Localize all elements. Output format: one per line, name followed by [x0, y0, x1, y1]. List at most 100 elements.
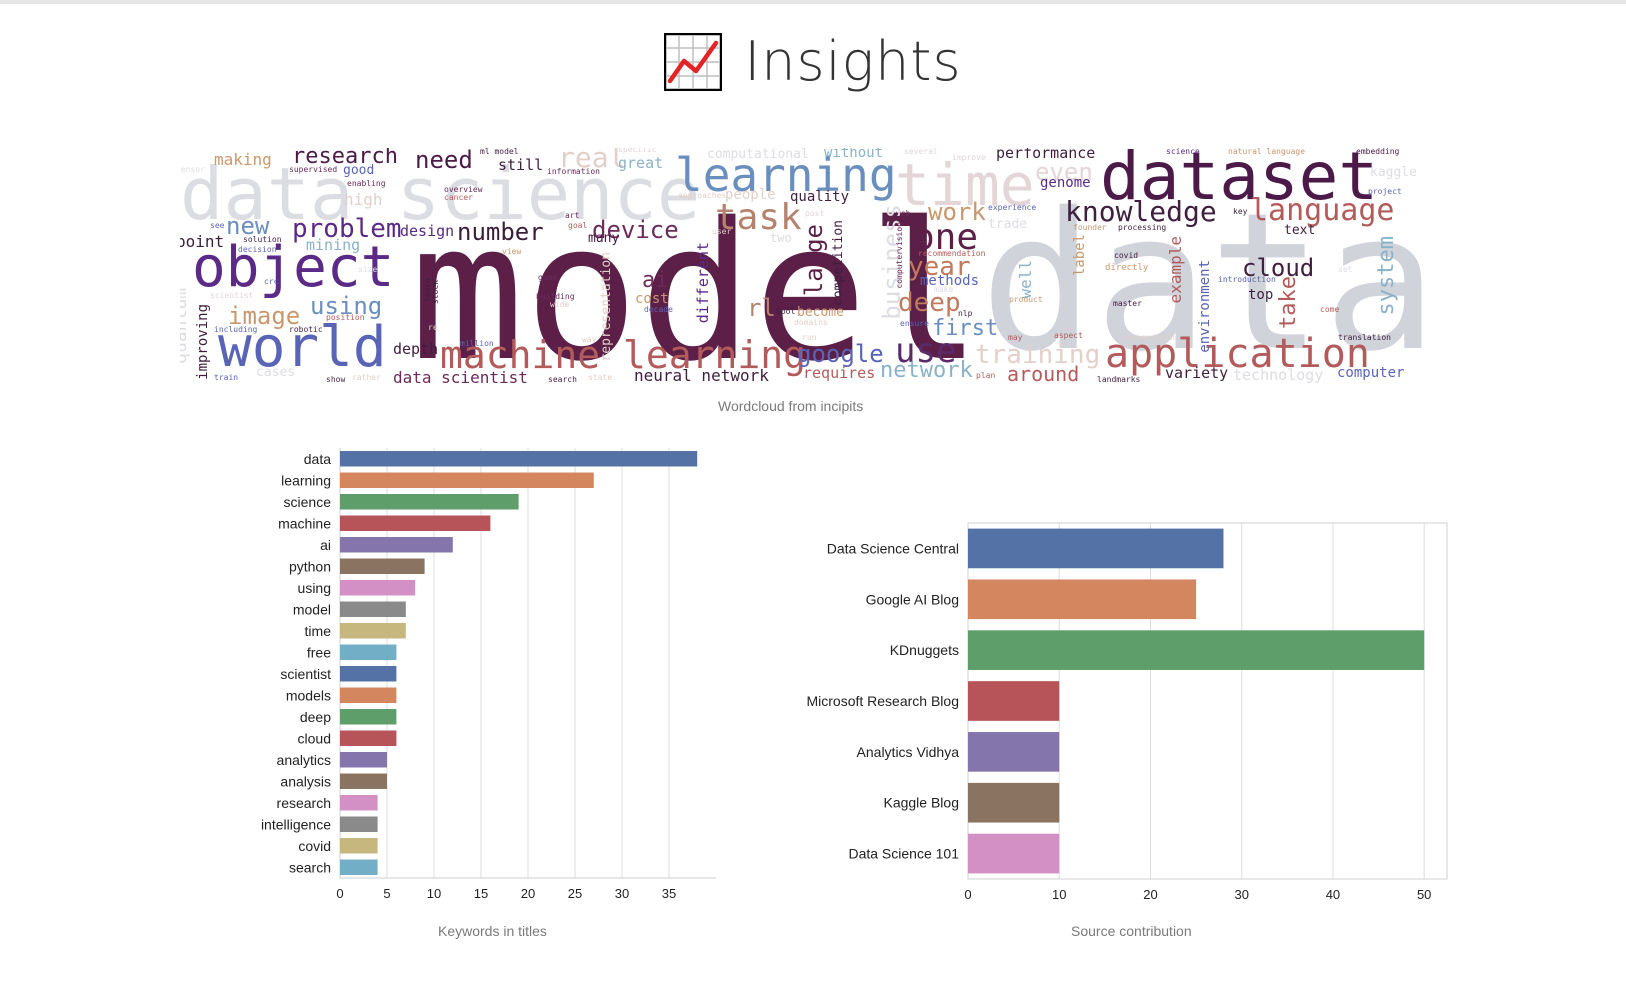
keywords-category-label: intelligence [261, 816, 331, 832]
wordcloud-word-vertical: system [1374, 236, 1399, 316]
wordcloud-word: using [310, 292, 383, 320]
keywords-category-label: free [307, 644, 331, 660]
wordcloud-word: making [214, 150, 272, 169]
wordcloud-word: decade [644, 305, 673, 314]
wordcloud-word: may [1008, 333, 1023, 342]
keywords-tick-label: 30 [615, 886, 629, 901]
wordcloud-word: decision [238, 245, 277, 254]
wordcloud-word: machine learning [440, 333, 807, 377]
wordcloud-word: many [588, 231, 620, 246]
wordcloud-word: variety [1165, 364, 1229, 382]
wordcloud-word: rather [352, 373, 381, 382]
keywords-category-label: analysis [280, 773, 331, 789]
wordcloud-word: including [214, 325, 258, 334]
wordcloud-word: art [565, 211, 580, 220]
keywords-bar [340, 451, 698, 467]
title-wrap: Insights [664, 30, 961, 93]
wordcloud-word: project [1368, 187, 1402, 196]
wordcloud-word-vertical: quantum [180, 288, 191, 364]
keywords-bar [340, 859, 378, 875]
wordcloud-word: make [934, 285, 954, 294]
keywords-bar [340, 472, 594, 488]
wordcloud-word: wide [550, 300, 570, 309]
wordcloud-word: without [824, 148, 884, 161]
wordcloud-word: user [712, 227, 732, 236]
sources-bar [968, 782, 1060, 823]
keywords-bar [340, 644, 397, 660]
wordcloud-word: need [415, 148, 473, 174]
wordcloud-word: even [1035, 158, 1093, 186]
wordcloud-word: cases [256, 365, 296, 380]
wordcloud-word: overview [444, 185, 483, 194]
wordcloud-word-vertical: stock [431, 280, 440, 305]
keywords-tick-label: 10 [427, 886, 441, 901]
wordcloud-word: size [358, 265, 378, 274]
sources-category-label: KDnuggets [890, 642, 959, 658]
wordcloud-word: still [498, 156, 544, 174]
wordcloud-word: data science [180, 152, 701, 236]
wordcloud-word: search [548, 375, 577, 384]
wordcloud-word: one [913, 217, 979, 258]
sources-category-label: Kaggle Blog [883, 795, 959, 811]
keywords-category-label: using [298, 580, 331, 596]
wordcloud-word: way [582, 335, 597, 344]
wordcloud-word: plan [976, 371, 996, 380]
wordcloud-caption: Wordcloud from incipits [718, 398, 864, 414]
wordcloud-word: computational [707, 148, 809, 162]
wordcloud-word: aspect [1054, 331, 1083, 340]
keywords-tick-label: 15 [474, 886, 488, 901]
keywords-bar [340, 494, 519, 510]
wordcloud-word: scientist [210, 291, 254, 300]
wordcloud-word: year [908, 252, 971, 282]
wordcloud-word: post [805, 209, 825, 218]
wordcloud: data model data science dataset time object wo… [180, 148, 1455, 400]
wordcloud-word: number [457, 218, 544, 246]
sources-bar-chart: Data Science Central Google AI Blog KDnugg… [806, 522, 1448, 902]
keywords-bar [340, 773, 387, 789]
wordcloud-word: robotic [289, 325, 323, 334]
sources-tick-label: 10 [1052, 887, 1066, 902]
wordcloud-word: web [896, 209, 911, 218]
keywords-category-label: time [305, 623, 332, 639]
page-header: Insights [0, 30, 1626, 100]
wordcloud-word-vertical: improving [195, 304, 211, 380]
wordcloud-word: technology [1233, 366, 1324, 384]
wordcloud-word: natural language [1228, 148, 1306, 156]
wordcloud-word: cancer [444, 193, 473, 202]
wordcloud-word: building [536, 292, 575, 301]
wordcloud-word-vertical: competition [831, 220, 846, 307]
keywords-bar [340, 537, 453, 553]
wordcloud-word: problem [292, 214, 402, 244]
keywords-category-label: analytics [277, 752, 331, 768]
keywords-category-label: search [289, 859, 331, 875]
wordcloud-word: high [344, 190, 383, 209]
wordcloud-word: key [1233, 207, 1248, 216]
wordcloud-word: view [502, 247, 522, 256]
keywords-bar [340, 709, 397, 725]
wordcloud-word: dataset [1100, 148, 1379, 215]
wordcloud-word: rl [747, 294, 776, 322]
wordcloud-word: performance [996, 148, 1096, 162]
keywords-category-label: model [293, 601, 331, 617]
wordcloud-word: become [797, 305, 844, 320]
wordcloud-word: requires [803, 364, 876, 382]
wordcloud-word: run [802, 333, 817, 342]
sources-tick-label: 20 [1143, 887, 1157, 902]
keywords-category-label: scientist [280, 666, 331, 682]
wordcloud-word-vertical: take [1276, 276, 1301, 329]
wordcloud-word-vertical: environment [1197, 260, 1213, 353]
wordcloud-word: landmarks [1097, 375, 1141, 384]
wordcloud-word: state [588, 373, 613, 382]
wordcloud-word: cloud [1242, 254, 1315, 282]
wordcloud-word: goal [568, 221, 588, 230]
wordcloud-word-vertical: well [1016, 260, 1035, 299]
keywords-bar [340, 752, 387, 768]
wordcloud-word: research [292, 148, 398, 169]
wordcloud-word: task [715, 197, 802, 238]
wordcloud-word: specific [618, 148, 657, 154]
wordcloud-word: data [980, 172, 1438, 393]
wordcloud-word: learning [675, 148, 897, 202]
wordcloud-word: great [618, 154, 664, 172]
keywords-bar [340, 623, 406, 639]
wordcloud-word: around [1007, 362, 1080, 386]
